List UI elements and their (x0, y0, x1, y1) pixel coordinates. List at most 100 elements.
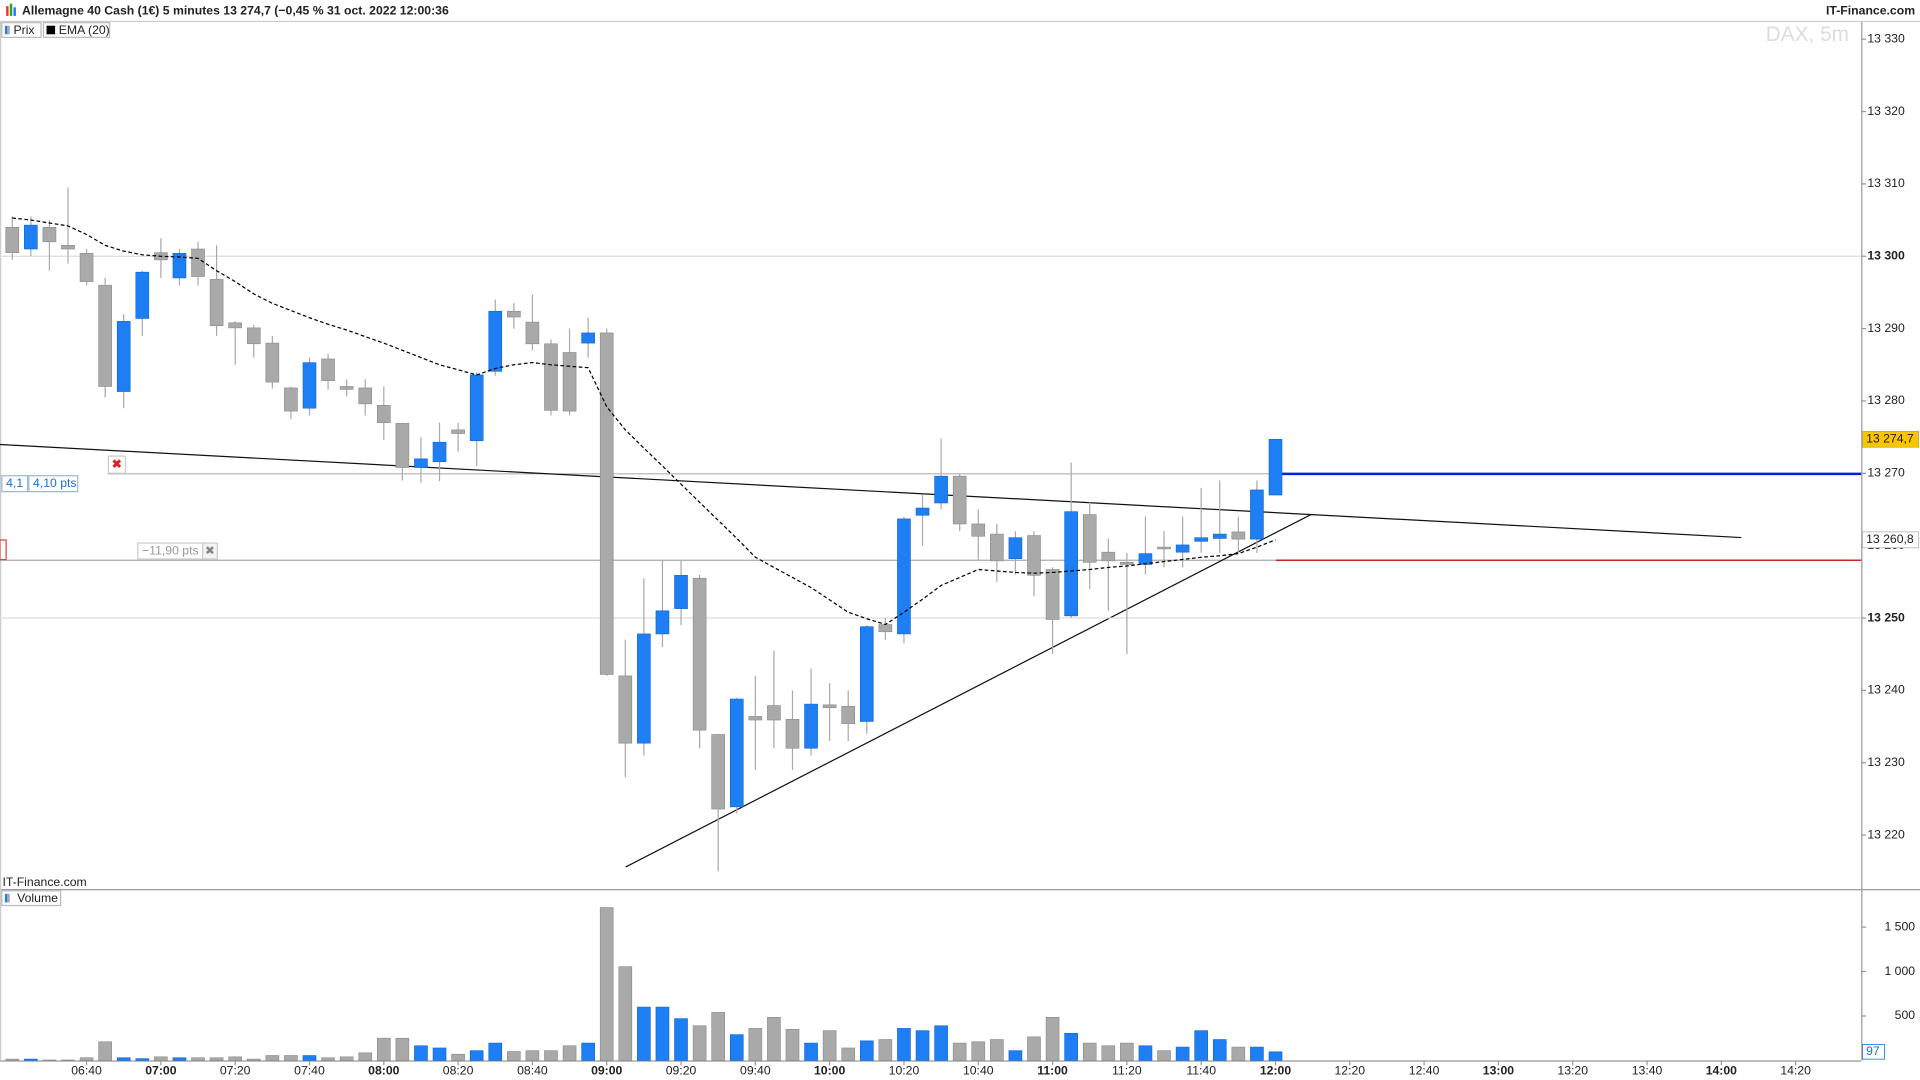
volume-bar (822, 1030, 837, 1061)
candle-body (414, 458, 428, 468)
y-tick-label: 13 250 (1867, 610, 1905, 624)
candle-body (618, 675, 633, 744)
price-tag-label: 13 274,7 (1866, 432, 1914, 446)
price-tag-label: 13 260,8 (1866, 532, 1914, 546)
x-tick-label: 12:40 (1409, 1064, 1440, 1078)
candle-body (191, 248, 205, 277)
candle-body (1231, 531, 1246, 540)
candle-body (24, 224, 38, 250)
volume-bar (191, 1057, 205, 1061)
volume-bar (618, 966, 633, 1061)
trend-line[interactable] (625, 513, 1312, 868)
price-tag (1862, 531, 1920, 549)
x-tick-label: 12:20 (1334, 1064, 1365, 1078)
volume-bar (655, 1006, 670, 1061)
x-tick-label: 11:20 (1112, 1064, 1142, 1078)
volume-bar (135, 1058, 150, 1061)
x-tick-label: 11:00 (1037, 1064, 1068, 1078)
legend-swatch (7, 893, 10, 903)
candle-body (321, 358, 335, 382)
annotation-box[interactable] (1, 475, 29, 493)
candle-body (284, 387, 298, 412)
candle-body (209, 279, 224, 327)
x-tick-label: 07:40 (294, 1064, 325, 1078)
delete-icon: ✖ (205, 543, 215, 557)
chart-title: Allemagne 40 Cash (1€) 5 minutes 13 274,… (22, 3, 449, 17)
volume-bar (228, 1056, 242, 1061)
x-tick-label: 08:40 (517, 1064, 548, 1078)
legend-box[interactable] (1, 890, 62, 907)
legend-label: EMA (20) (59, 23, 110, 37)
app-icon (6, 3, 16, 16)
candle-body (1027, 535, 1041, 576)
candle-body (692, 577, 707, 731)
candle-body (432, 441, 447, 463)
volume-bar (451, 1053, 465, 1061)
candle-body (1045, 569, 1060, 620)
volume-bar (1194, 1030, 1208, 1061)
x-tick-label: 13:40 (1632, 1064, 1663, 1078)
volume-bar (990, 1039, 1004, 1061)
x-tick-label: 12:00 (1260, 1064, 1291, 1078)
volume-bar (507, 1051, 521, 1061)
delete-button[interactable] (107, 455, 127, 474)
y-tick-label: 13 320 (1867, 104, 1905, 118)
volume-bar (1101, 1045, 1116, 1061)
candle-body (1064, 511, 1078, 617)
legend-label: Volume (17, 891, 58, 905)
volume-bar (581, 1042, 595, 1061)
annotation: 4,1 (6, 476, 23, 490)
volume-bar (1212, 1039, 1227, 1061)
volume-bar (1027, 1036, 1041, 1061)
legend-box[interactable] (42, 22, 111, 38)
site-name: IT-Finance.com (1826, 3, 1915, 17)
candle-body (302, 362, 317, 409)
candle-body (711, 734, 725, 810)
x-tick-label: 07:00 (145, 1064, 176, 1078)
candle-body (1194, 537, 1208, 542)
y-tick-label: 1 500 (1884, 919, 1915, 933)
candle-body (1120, 561, 1134, 565)
x-tick-label: 09:40 (740, 1064, 771, 1078)
volume-bar (729, 1034, 744, 1061)
volume-bar (321, 1057, 335, 1061)
trend-line[interactable] (0, 443, 1742, 539)
volume-bar (637, 1006, 651, 1061)
candle-body (1008, 537, 1023, 559)
candle-body (61, 245, 75, 250)
candle-body (228, 322, 242, 329)
annotation: 4,10 pts (33, 476, 77, 490)
volume-bar (432, 1047, 447, 1061)
annotation-box[interactable] (28, 475, 79, 493)
legend-box[interactable] (1, 22, 42, 38)
candle-body (116, 321, 131, 392)
volume-bar (562, 1045, 577, 1061)
candle-body (859, 626, 874, 722)
volume-bar (209, 1057, 224, 1061)
y-tick-label: 13 310 (1867, 176, 1905, 190)
volume-bar (711, 1012, 725, 1061)
candle-body (265, 342, 280, 383)
ema-line (12, 217, 1276, 626)
delete-button[interactable] (202, 542, 218, 560)
volume-bar (5, 1058, 20, 1061)
y-tick-label: 13 270 (1867, 466, 1905, 480)
candle-body (1157, 546, 1171, 550)
x-tick-label: 08:00 (368, 1064, 399, 1078)
candle-body (98, 284, 112, 387)
candle-body (897, 518, 911, 635)
candle-body (395, 423, 410, 468)
volume-bar (358, 1052, 373, 1061)
legend-label: Prix (13, 23, 34, 37)
volume-bar (1175, 1046, 1190, 1061)
candle-body (488, 310, 503, 372)
volume-bar (1231, 1046, 1246, 1061)
volume-bar (469, 1050, 484, 1061)
y-tick-label: 13 290 (1867, 321, 1905, 335)
candle-body (5, 227, 20, 253)
y-tick-label: 1 000 (1884, 964, 1915, 978)
candle-body (674, 575, 688, 609)
volume-bar (488, 1042, 503, 1061)
candle-body (1212, 533, 1227, 539)
volume-bar (414, 1045, 428, 1061)
